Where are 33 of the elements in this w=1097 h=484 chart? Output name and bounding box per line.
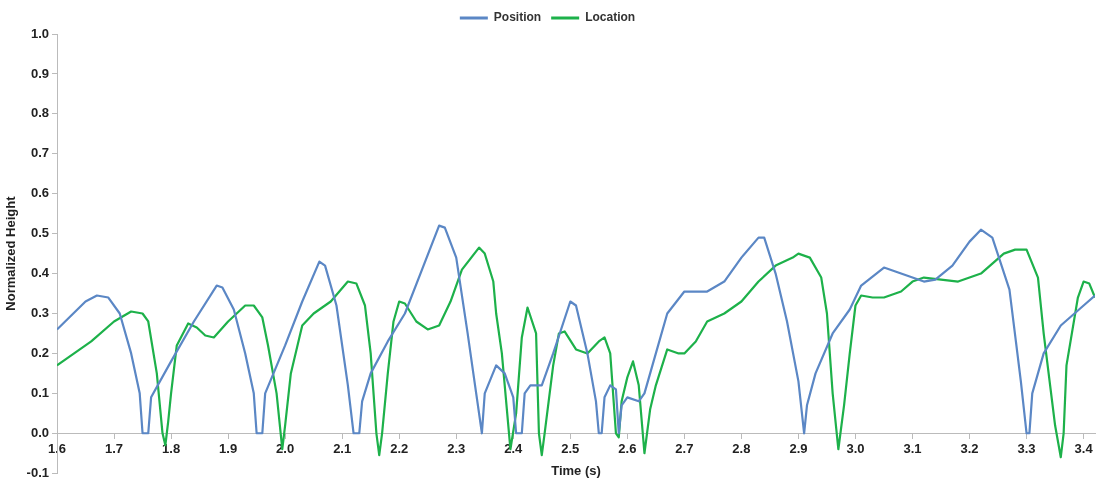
x-tick-label: 1.9: [219, 440, 238, 456]
y-tick-label: 0.3: [30, 305, 49, 321]
y-tick-label: 0.7: [30, 145, 49, 161]
x-tick-label: 1.6: [47, 440, 67, 456]
x-tick-label: 2.7: [675, 440, 694, 456]
x-tick-label: 1.8: [162, 440, 181, 456]
y-tick-label: 0.2: [30, 345, 49, 360]
y-tick-label: 0.5: [30, 225, 49, 241]
x-tick-label: 3.4: [1074, 440, 1094, 456]
y-axis-title: Normalized Height: [3, 195, 19, 311]
x-tick-label: 2.1: [333, 440, 352, 456]
y-tick-label: 0.4: [30, 265, 50, 281]
x-tick-label: 2.3: [447, 440, 466, 456]
x-tick-label: 2.8: [732, 440, 751, 456]
x-tick-label: 1.7: [104, 440, 124, 456]
legend-label: Position: [493, 10, 542, 25]
x-tick-label: 3.3: [1017, 440, 1036, 456]
x-tick-label: 2.6: [618, 440, 637, 456]
y-tick-label: 1.0: [30, 25, 49, 41]
y-tick-label: -0.1: [26, 464, 49, 480]
x-tick-label: 3.2: [960, 440, 979, 456]
x-tick-label: 2.9: [789, 440, 808, 456]
y-tick-label: 0.8: [30, 105, 49, 121]
x-tick-label: 3.0: [846, 440, 865, 456]
y-tick-label: 0.9: [30, 65, 49, 81]
x-tick-label: 3.1: [903, 440, 922, 456]
x-axis-title: Time (s): [551, 463, 601, 479]
y-tick-label: 0.6: [30, 185, 49, 201]
x-tick-label: 2.5: [561, 440, 580, 456]
legend-label: Location: [585, 10, 636, 25]
y-tick-label: 0.1: [30, 384, 49, 400]
x-tick-label: 2.2: [390, 440, 409, 456]
y-tick-label: 0.0: [30, 424, 49, 440]
